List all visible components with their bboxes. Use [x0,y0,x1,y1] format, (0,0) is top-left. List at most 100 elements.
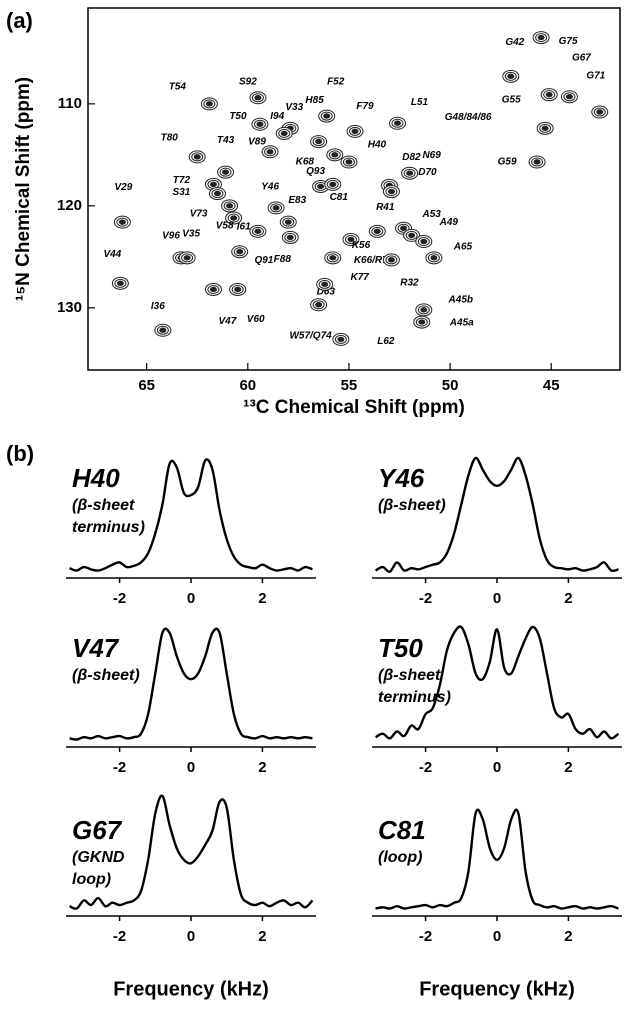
spectrum-line [69,627,313,741]
peak-label: A45b [448,294,473,305]
peak-contour [532,31,550,45]
x-tick-label: -2 [113,759,126,776]
subplot-title: H40 [72,463,120,493]
spectrum-line [374,456,619,573]
contour-ring [596,109,604,115]
x-tick-label: 50 [442,377,459,394]
subplot-annotation: loop) [72,871,111,888]
x-tick-label: 55 [341,377,358,394]
peak-label: A45a [449,318,474,329]
contour-ring [209,181,217,188]
contour-ring [351,128,359,135]
peak-label: V35 [182,228,200,239]
contour-ring [321,281,329,288]
subplot-annotation: (β-sheet [72,497,135,514]
subplot-title: Y46 [378,463,425,493]
contour-ring [183,255,191,261]
contour-ring [226,203,234,209]
x-tick-label: -2 [419,590,432,607]
contour-ring [337,336,345,343]
contour-ring [533,159,541,165]
contour-ring [315,302,323,308]
subplot-title: C81 [378,815,426,845]
peak-contour [217,165,235,179]
contour-ring [329,255,337,261]
peak-label: R32 [400,278,419,289]
contour-ring [373,228,381,235]
subplot-title: G67 [72,815,123,845]
contour-ring [507,73,515,80]
peak-contour [382,253,400,267]
peak-contour [279,215,297,229]
peak-label: F79 [356,101,374,112]
peak-contour [204,282,222,296]
peak-label: D70 [418,167,437,178]
peak-contour [231,245,249,259]
contour-ring [159,327,167,333]
peak-label: H40 [368,140,387,151]
peak-label: I36 [151,301,165,312]
subplot-annotation: terminus) [72,519,145,536]
peak-contour [111,276,129,290]
contour-ring [234,286,242,293]
contour-ring [418,319,426,325]
x-tick-label: 0 [493,928,501,945]
x-axis-label: Frequency (kHz) [113,978,269,1000]
peak-contour [382,185,400,199]
peak-label: V58 [216,221,234,232]
peak-contour [536,121,554,135]
plot-frame [87,7,621,371]
contour-ring [329,181,337,188]
peak-label: V60 [247,314,265,325]
peak-label: V33 [285,102,303,113]
peak-contour [208,187,226,201]
peak-label: T54 [169,81,187,92]
panel-label: (b) [6,441,34,466]
x-tick-label: 2 [258,590,266,607]
peak-label: T43 [217,135,235,146]
peak-contour [591,105,609,119]
peak-label: C81 [330,192,349,203]
contour-ring [317,183,325,190]
peak-label: Q91 [254,255,273,266]
x-tick-label: 2 [258,928,266,945]
y-tick-label: 130 [57,299,82,316]
peak-contour [368,224,386,238]
peak-contour [316,277,334,291]
peak-label: T80 [161,133,179,144]
peak-label: S92 [239,76,257,87]
peak-label: G48/84/86 [445,112,492,123]
contour-ring [393,120,401,126]
contour-ring [565,94,573,100]
peak-contour [403,228,421,242]
peak-contour [188,150,206,164]
subplot-annotation: (β-sheet) [378,497,446,514]
x-tick-label: -2 [113,590,126,607]
peak-contour [415,235,433,249]
peak-contour [528,155,546,169]
peak-contour [415,303,433,317]
x-tick-label: 0 [187,759,195,776]
peak-label: H85 [305,95,324,106]
subplot-annotation: (GKND [72,849,125,866]
peak-label: V73 [190,208,208,219]
contour-ring [254,95,262,101]
contour-ring [545,91,553,98]
x-tick-label: 45 [543,377,560,394]
x-tick-label: 0 [187,590,195,607]
peak-label: V89 [248,136,266,147]
contour-ring [408,232,416,239]
contour-ring [347,236,355,243]
peak-contour [178,251,196,265]
y-tick-label: 120 [57,197,82,214]
peak-label: V96 [162,230,180,241]
spectrum-line [69,458,313,572]
contour-ring [286,234,294,241]
spectrum-line [69,794,314,910]
peak-contour [275,126,293,140]
subplot-annotation: (β-sheet [378,667,441,684]
contour-ring [387,188,395,195]
contour-ring [205,101,213,107]
contour-ring [209,286,217,293]
peak-label: G67 [572,52,591,63]
